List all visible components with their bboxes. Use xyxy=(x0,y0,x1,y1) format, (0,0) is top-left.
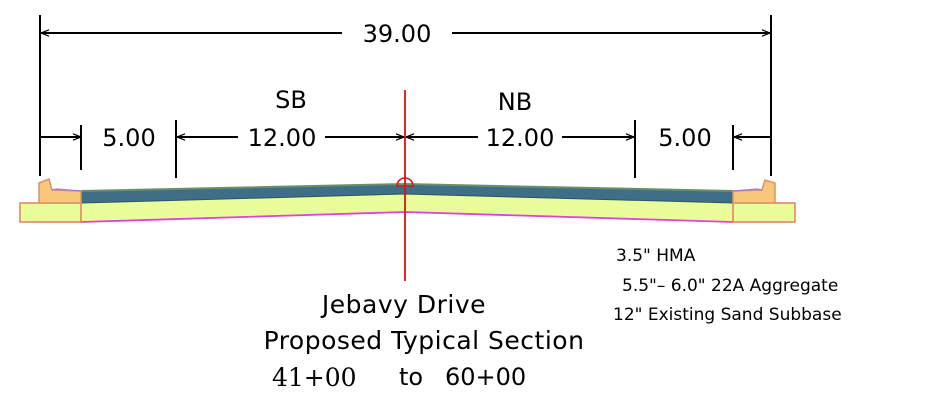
left-curb-base xyxy=(19,202,82,223)
right-curb-base xyxy=(732,202,796,223)
left-curb-flowline xyxy=(51,188,82,192)
right-lane-label: 12.00 xyxy=(486,124,555,152)
station-start: 41+00 xyxy=(272,363,357,392)
station-to: to xyxy=(399,363,423,391)
southbound-label: SB xyxy=(275,86,307,114)
left-shoulder-label: 5.00 xyxy=(102,124,155,152)
road-name: Jebavy Drive xyxy=(320,290,486,319)
right-curb xyxy=(732,179,776,204)
northbound-label: NB xyxy=(498,88,532,116)
right-curb-flowline xyxy=(732,188,763,192)
left-lane-label: 12.00 xyxy=(248,124,317,152)
legend-hma: 3.5" HMA xyxy=(616,246,696,266)
section-name: Proposed Typical Section xyxy=(264,326,585,355)
right-shoulder-label: 5.00 xyxy=(658,124,711,152)
legend-aggregate: 5.5"– 6.0" 22A Aggregate xyxy=(622,276,838,296)
legend-subbase: 12" Existing Sand Subbase xyxy=(613,305,842,325)
total-width-label: 39.00 xyxy=(363,20,432,48)
crown-symbol xyxy=(396,177,414,187)
station-end: 60+00 xyxy=(445,363,526,391)
